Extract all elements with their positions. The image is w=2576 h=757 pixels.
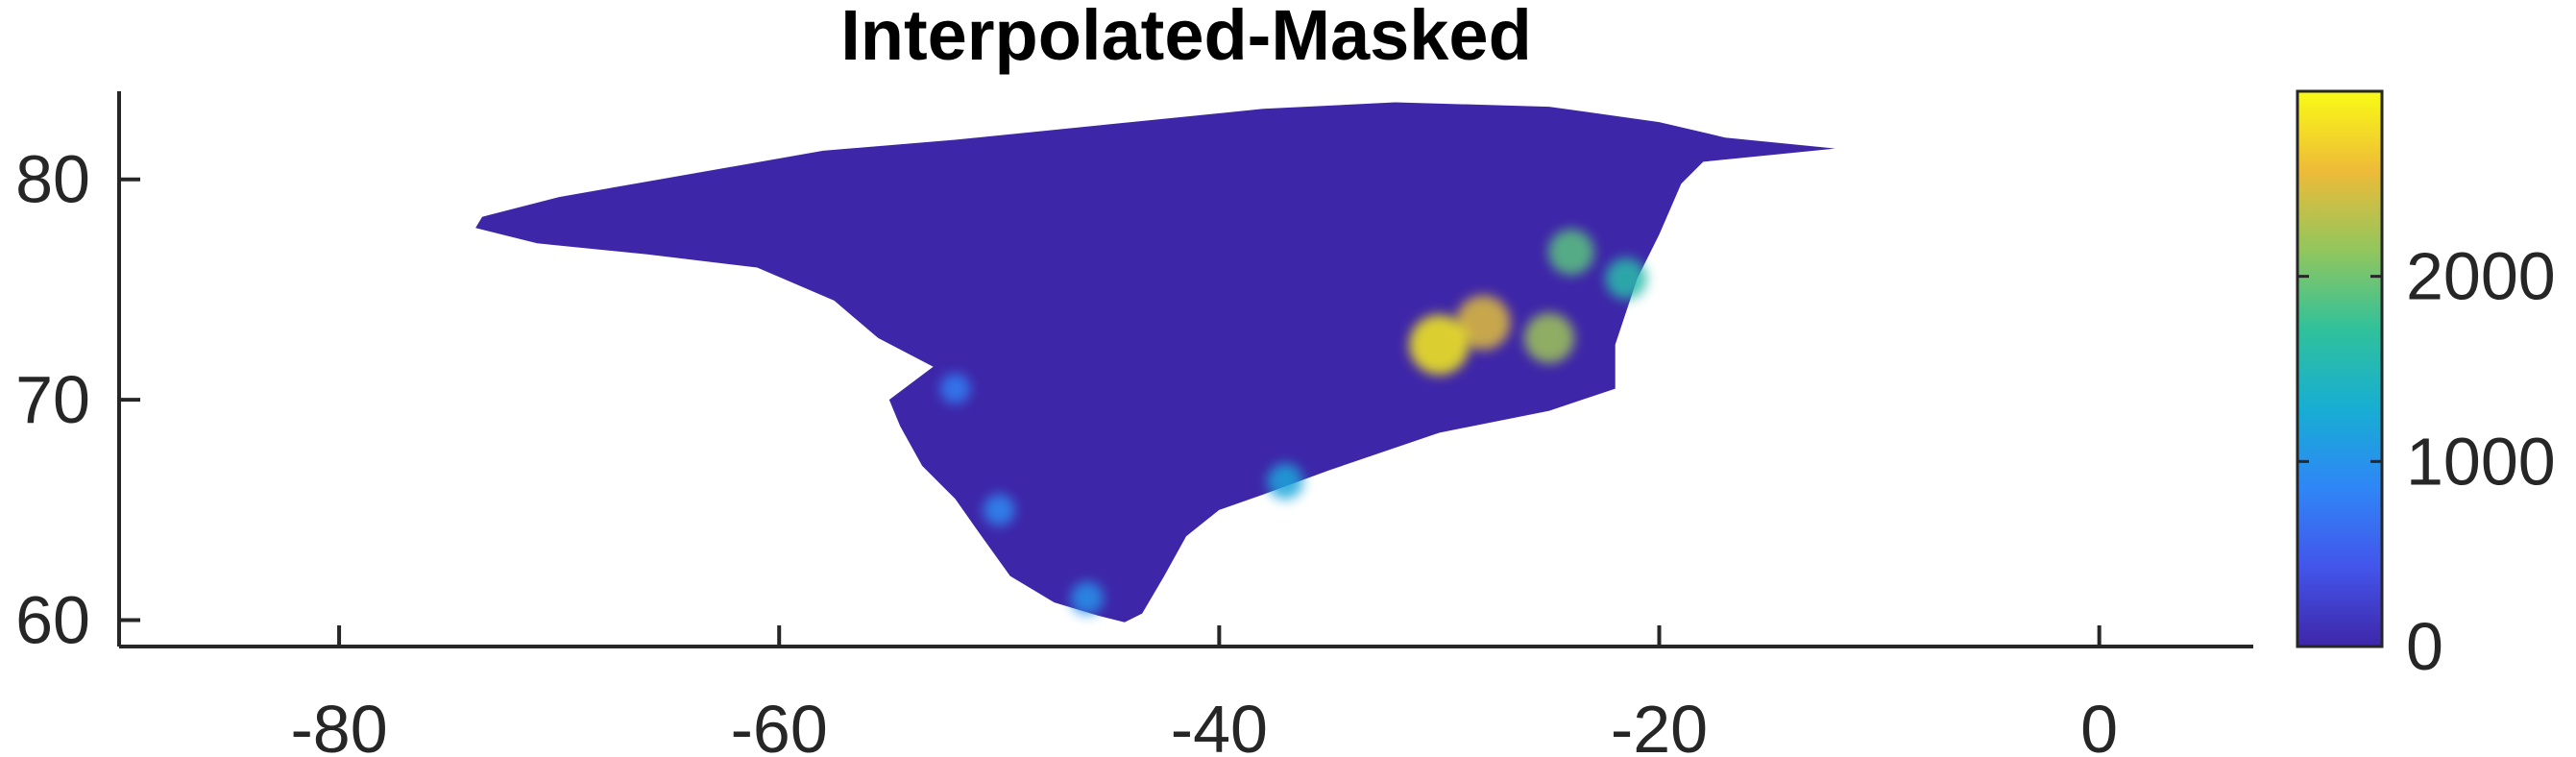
x-tick-label: -40 — [1171, 692, 1268, 757]
x-tick-label: -20 — [1611, 692, 1708, 757]
high-value-zone-3 — [1548, 229, 1594, 276]
x-tick-label: -80 — [290, 692, 387, 757]
x-tick-label: 0 — [2080, 692, 2118, 757]
high-value-zone-1 — [1523, 312, 1575, 363]
high-value-zone-6 — [983, 494, 1015, 526]
x-tick-label: -60 — [731, 692, 828, 757]
high-value-zone-0 — [1455, 295, 1511, 351]
colorbar-tick-label: 2000 — [2406, 239, 2556, 314]
y-tick-label: 80 — [15, 142, 90, 217]
y-axis-ticks: 60 70 80 — [15, 142, 140, 657]
plot-area — [475, 102, 1835, 623]
colorbar: 0 1000 2000 — [2296, 89, 2556, 684]
high-value-zone-5 — [1267, 463, 1303, 500]
high-value-zone-7 — [939, 373, 971, 404]
y-tick-label: 60 — [15, 582, 90, 657]
high-value-zones — [939, 229, 1647, 615]
colorbar-tick-label: 1000 — [2406, 424, 2556, 499]
x-axis-ticks: -80 -60 -40 -20 0 — [290, 625, 2118, 757]
greenland-landmass — [475, 102, 1835, 623]
high-value-zone-2 — [1409, 314, 1470, 376]
high-value-zone-4 — [1605, 257, 1647, 300]
colorbar-gradient — [2296, 89, 2384, 648]
colorbar-tick-label: 0 — [2406, 609, 2443, 684]
colorbar-ticks: 0 1000 2000 — [2297, 239, 2556, 684]
high-value-zone-8 — [1070, 581, 1105, 615]
chart-title: Interpolated-Masked — [840, 0, 1532, 75]
y-tick-label: 70 — [15, 362, 90, 437]
